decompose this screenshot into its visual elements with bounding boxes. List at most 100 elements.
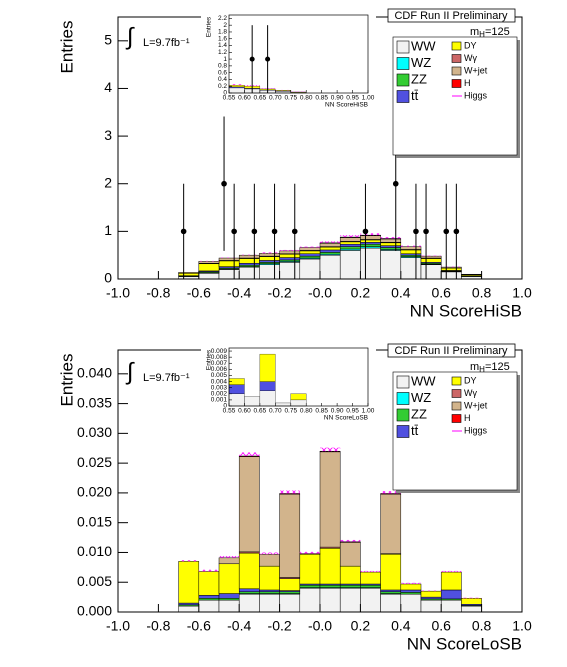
inset-frame [228,14,369,94]
data-point [251,228,258,235]
histogram-segment [238,593,260,613]
y-tick-label: 3 [104,127,112,143]
histogram-segment [238,588,260,593]
histogram-segment [238,591,260,594]
legend-label: ZZ [411,71,427,86]
histogram-segment [198,595,220,599]
x-tick-label: -1.0 [106,285,130,301]
histogram-segment [380,493,402,495]
histogram-segment [319,246,341,251]
histogram-segment [440,571,462,591]
inset-x-axis-label: NN ScoreHiSB [325,102,368,109]
histogram-segment [299,551,320,554]
histogram-segment [299,255,321,259]
inset-x-tick-label: 0.55 [223,95,236,102]
histogram-segment [299,246,320,248]
y-tick-label: 0.020 [77,484,112,500]
histogram-segment [218,257,240,261]
histogram-segment [290,399,307,407]
histogram-segment [319,548,341,585]
x-tick-label: -0.6 [187,285,211,301]
histogram-segment [275,402,291,407]
histogram-segment [198,261,220,264]
legend-swatch [451,401,462,411]
title-box [387,8,516,23]
inset-x-tick-label: 1.00 [362,408,375,415]
histogram-segment [420,596,442,600]
title-box [387,343,516,358]
inset-y-tick-label: 1 [223,56,227,63]
inset-y-tick-label: 0.4 [218,76,227,83]
histogram-segment [228,86,245,89]
y-axis-label: Entries [57,354,76,407]
histogram-segment [238,455,260,457]
inset-x-tick-label: 0.80 [300,408,313,415]
y-tick-label: 0.010 [77,543,112,559]
histogram-segment [360,247,381,280]
histogram-segment [360,239,381,243]
legend-swatch [396,375,410,389]
x-tick-label: 0.6 [431,618,451,634]
histogram-segment [339,246,361,250]
histogram-segment [360,235,381,240]
legend-label: Higgs [464,425,488,435]
histogram-segment [299,587,321,613]
histogram-segment [279,253,301,258]
histogram-segment [279,493,301,495]
histogram-segment [440,271,462,280]
legend-swatch [451,376,462,386]
histogram-segment [380,247,402,250]
histogram-segment [299,258,321,280]
inset-x-tick-label: 0.85 [315,95,328,102]
histogram-segment [339,542,361,567]
histogram-segment [239,452,260,456]
inset-x-tick-label: 0.60 [238,408,251,415]
legend-label: tt̄ [411,423,419,438]
histogram-segment [400,245,421,247]
histogram-segment [178,561,200,604]
annotation: L=9.7fb⁻¹ [143,372,190,384]
annotation: L=9.7fb⁻¹ [143,37,190,49]
histogram-segment [339,565,361,585]
x-tick-label: 1.0 [512,618,532,634]
data-point [392,180,399,187]
histogram-segment [339,237,361,242]
y-tick-label: 0.030 [77,424,112,440]
mass-label: mH=125 [470,361,510,374]
inset-y-axis-label: Entries [206,16,213,37]
data-point [231,228,237,235]
mass-value: =125 [485,26,510,38]
histogram-segment [259,264,280,280]
histogram-segment [319,252,341,255]
x-tick-label: -0.6 [187,618,211,634]
histogram-segment [198,571,220,596]
x-tick-label: 0.4 [391,618,411,634]
x-tick-label: -0.8 [146,285,170,301]
histogram-segment [229,84,245,86]
histogram-segment [259,256,280,261]
histogram-segment [440,267,462,271]
y-tick-label: 0.000 [77,603,112,619]
inset-x-tick-label: 0.65 [254,408,267,415]
x-tick-label: 0.4 [391,285,411,301]
y-tick-label: 0.025 [77,454,112,470]
inset-y-tick-label: 0.007 [211,360,228,367]
histogram-segment [380,491,401,494]
histogram-segment [420,599,442,613]
histogram-segment [360,242,381,245]
inset-x-tick-label: 0.95 [346,408,359,415]
x-tick-label: -0.8 [146,618,170,634]
inset-x-tick-label: 1.00 [362,95,375,102]
histogram-segment [218,599,240,613]
inset-y-tick-label: 0 [223,403,227,410]
y-tick-label: 4 [104,79,112,95]
data-point [291,228,298,235]
inset-x-tick-label: 0.65 [254,95,267,102]
histogram-segment [259,260,280,263]
legend-swatch [451,54,462,63]
histogram-segment [178,273,200,276]
data-point [413,228,419,235]
legend-swatch [451,414,462,423]
histogram-segment [360,570,381,573]
histogram-segment [259,553,280,567]
